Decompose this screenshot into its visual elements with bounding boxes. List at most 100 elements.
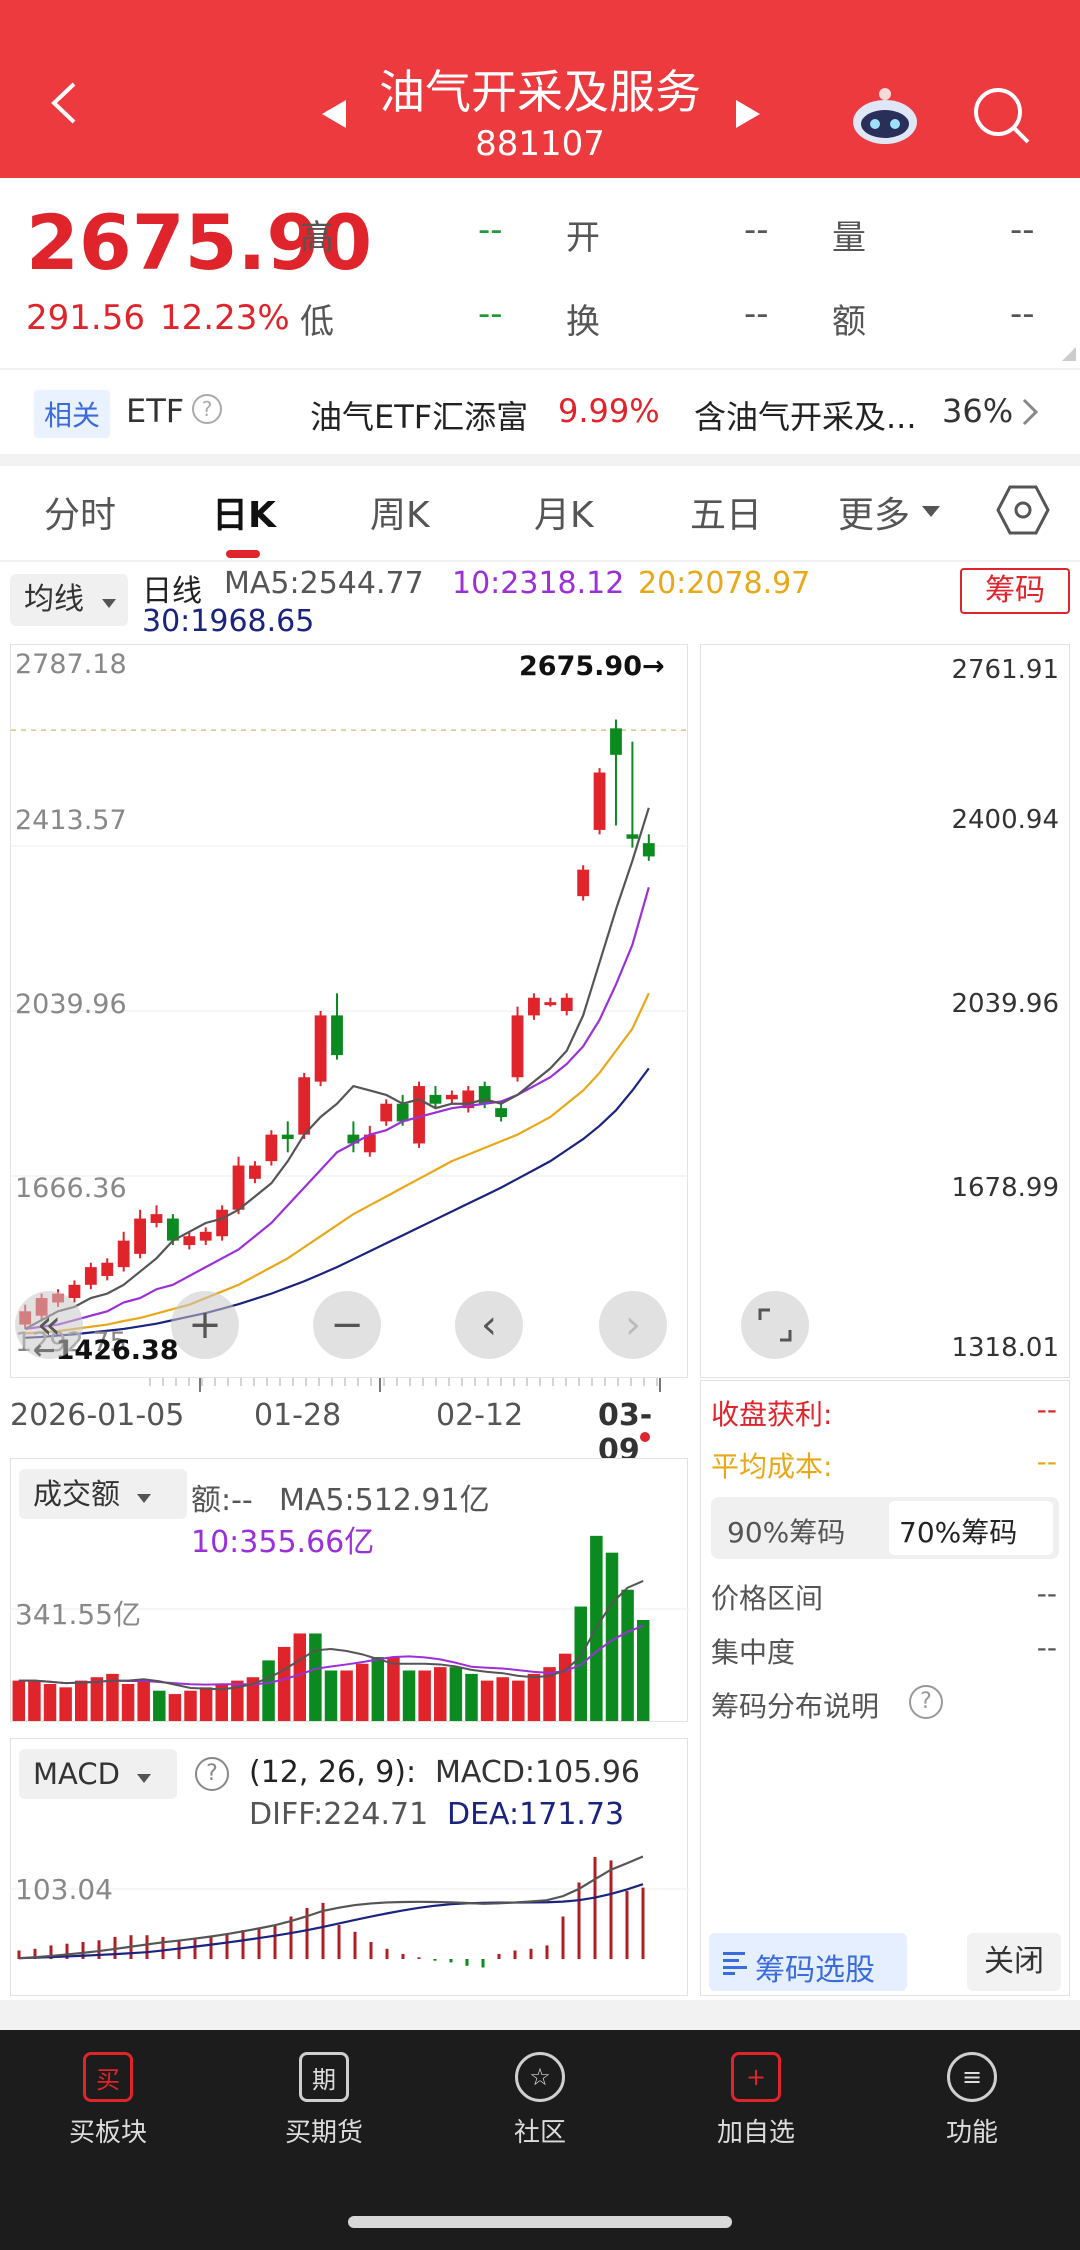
volume-bar [43,1683,57,1721]
tab-five-day[interactable]: 五日 [690,495,763,536]
help-icon[interactable]: ? [192,394,222,424]
candle-body [84,1267,97,1285]
dropdown-triangle-icon [137,1494,152,1503]
candle-body [544,1002,557,1006]
etf-row[interactable]: 相关 ETF ? 油气ETF汇添富 9.99% 含油气开采及... 36% [0,372,1080,454]
candle-body [232,1165,245,1210]
robot-assistant-icon[interactable] [850,82,920,150]
scroll-right-button[interactable]: › [599,1291,667,1359]
macd-bar [33,1948,37,1959]
nav-buy-sector[interactable]: 买 买板块 [0,2052,216,2149]
avg-cost-value: -- [1036,1445,1057,1478]
chip-button[interactable]: 筹码 [960,568,1070,614]
macd-bar [209,1936,213,1959]
help-icon[interactable]: ? [195,1757,229,1791]
ma30-line [25,1067,650,1339]
candle-body [528,997,540,1016]
y-axis-label: 1666.36 [15,1173,127,1204]
volume-bar [121,1683,135,1721]
candle-body [396,1103,409,1122]
ma-selector[interactable]: 均线 [10,574,128,626]
etf1-name[interactable]: 油气ETF汇添富 [310,398,529,436]
macd-bar [273,1925,277,1959]
tab-monthly-k[interactable]: 月K [534,495,594,536]
macd-chart [11,1855,689,1968]
settings-hexagon-icon[interactable] [996,484,1050,540]
candle-body [298,1077,311,1135]
macd-bar [577,1882,581,1959]
nav-add-watchlist[interactable]: + 加自选 [648,2052,864,2149]
index-code: 881107 [475,124,605,164]
price-range-value: -- [1036,1577,1057,1610]
volume-bar [12,1680,26,1721]
tab-weekly-k[interactable]: 周K [370,495,430,536]
volume-bar [340,1670,353,1721]
ma30-value: 30:1968.65 [142,604,315,639]
macd-bar [433,1959,437,1961]
y-axis-label: 2787.18 [15,649,127,680]
open-value: -- [744,210,769,250]
scroll-left-button[interactable]: ‹ [455,1291,523,1359]
macd-bar [289,1916,293,1959]
date-label: 01-28 [254,1398,342,1433]
macd-bar [513,1950,517,1959]
search-icon[interactable] [972,86,1032,150]
zoom-out-button[interactable]: − [313,1291,381,1359]
nav-label: 买期货 [284,2118,363,2148]
help-icon[interactable]: ? [909,1685,943,1719]
zoom-in-button[interactable]: + [171,1291,239,1359]
chip-stock-select-button[interactable]: 筹码选股 [709,1933,907,1991]
macd-bar [465,1959,469,1966]
volume-bar [480,1680,494,1721]
chip-distribution-panel: 2761.91 2400.94 2039.96 1678.99 1318.01 [700,644,1070,1378]
kline-panel[interactable]: 2787.18 2413.57 2039.96 1666.36 1292.75 … [10,644,689,1378]
page-title: 油气开采及服务 [379,65,701,119]
candle-body [560,997,573,1011]
candle-body [281,1134,294,1140]
tab-daily-k[interactable]: 日K [212,495,276,536]
volume-bar [277,1646,291,1721]
volume-bar [309,1633,322,1721]
macd-selector[interactable]: MACD [19,1749,177,1799]
dropdown-triangle-icon[interactable] [922,503,940,522]
macd-bar [161,1936,165,1959]
tab-intraday[interactable]: 分时 [44,495,117,536]
back-arrow-icon[interactable] [40,78,90,128]
volume-bar [621,1589,634,1721]
open-label: 开 [566,218,600,258]
volume-selector[interactable]: 成交额 [19,1469,187,1519]
chip-explain-label[interactable]: 筹码分布说明 [711,1690,880,1723]
tab-more[interactable]: 更多 [838,495,911,536]
scroll-start-button[interactable]: « [15,1291,83,1359]
fullscreen-button[interactable] [741,1291,809,1359]
corner-mark-icon [1062,346,1076,365]
macd-y-label: 103.04 [15,1873,113,1906]
right-triangle-icon[interactable] [734,98,762,134]
volume-bar [215,1683,228,1721]
macd-bar [49,1945,53,1959]
close-button[interactable]: 关闭 [967,1933,1061,1991]
macd-bar [353,1931,357,1959]
nav-community[interactable]: ☆ 社区 [432,2052,648,2149]
candle-body [249,1165,261,1179]
divider [0,368,1080,370]
etf2-name[interactable]: 含油气开采及... [694,398,917,436]
divider [0,560,1080,562]
chip-tab-90[interactable]: 90%筹码 [727,1516,846,1549]
left-triangle-icon[interactable] [320,98,348,134]
nav-functions[interactable]: ≡ 功能 [864,2052,1080,2149]
macd-bar [545,1945,549,1959]
candle-body [150,1214,163,1223]
chip-tab-70[interactable]: 70%筹码 [889,1501,1053,1555]
candle-body [495,1108,508,1117]
etf-label: ETF [126,392,185,430]
price-change: 291.56 [26,298,145,338]
nav-buy-futures[interactable]: 期 买期货 [216,2052,432,2149]
chip-tab-group: 90%筹码 70%筹码 [711,1497,1059,1559]
ma5-line [24,807,650,1330]
volume-value: -- [1010,210,1035,250]
chevron-right-icon[interactable] [1020,398,1040,430]
tab-active-indicator [226,550,260,558]
volume-bar [153,1690,166,1721]
candle-body [68,1284,81,1299]
